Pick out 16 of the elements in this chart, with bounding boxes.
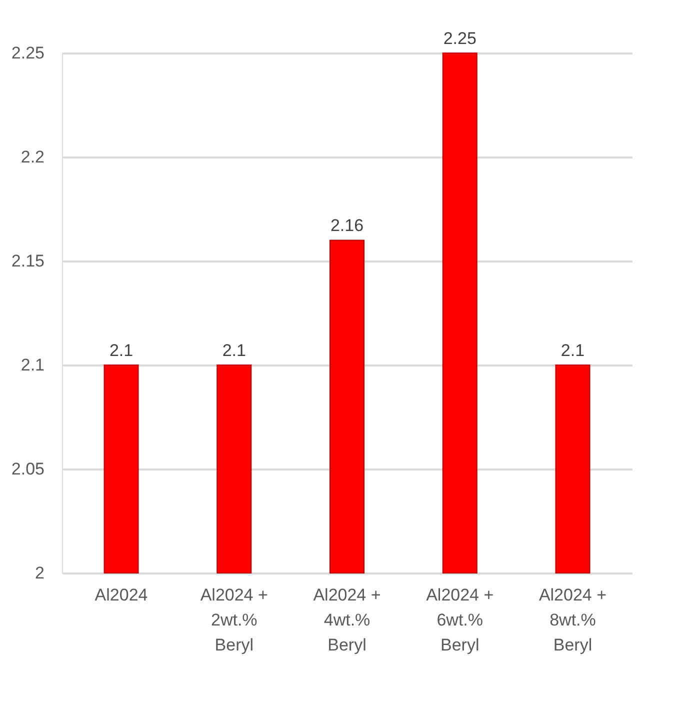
y-tick-label: 2.1: [20, 356, 44, 374]
y-tick-label: 2: [35, 564, 44, 582]
x-tick-label: Al2024 + 2wt.% Beryl: [200, 586, 268, 654]
y-tick-label: 2.05: [11, 460, 44, 478]
x-tick-label: Al2024: [94, 586, 148, 604]
data-label: 2.1: [109, 341, 134, 360]
y-tick-label: 2.15: [11, 252, 44, 270]
y-tick-label: 2.25: [11, 44, 44, 62]
data-label: 2.25: [443, 29, 476, 48]
x-tick-label: Al2024 + 4wt.% Beryl: [313, 586, 381, 654]
data-label: 2.16: [330, 216, 364, 236]
data-label: 2.1: [222, 341, 246, 360]
x-tick-label: Al2024 + 8wt.% Beryl: [538, 586, 607, 654]
y-tick-label: 2.2: [20, 148, 44, 166]
x-tick-label: Al2024 + 6wt.% Beryl: [426, 586, 494, 654]
data-label: 2.1: [560, 341, 585, 360]
